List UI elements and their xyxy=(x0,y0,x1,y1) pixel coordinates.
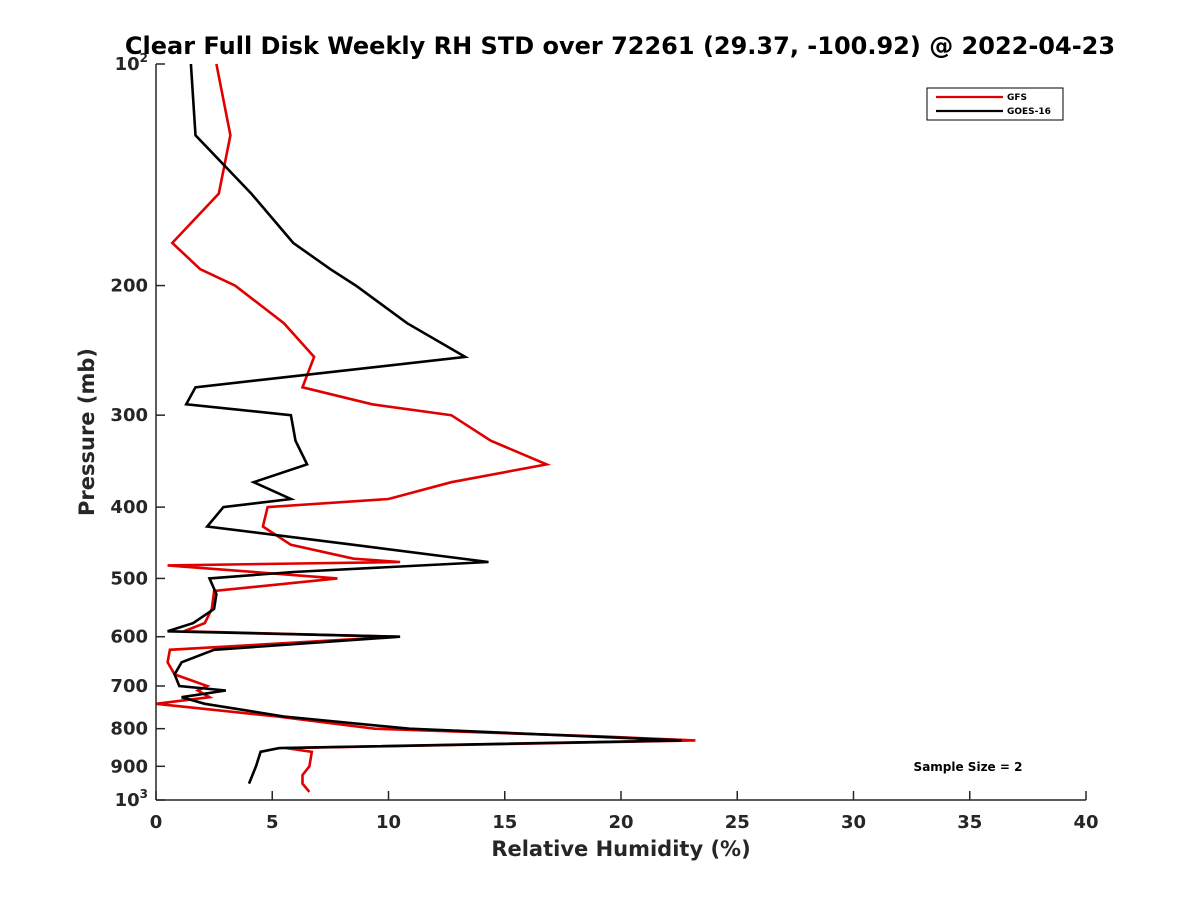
x-tick-label: 40 xyxy=(1073,812,1098,833)
y-tick-label: 102 xyxy=(115,51,148,75)
y-axis-ticks: 102 200 300 400 500 600 700 800 900 103 xyxy=(110,51,165,811)
series-line-goes16 xyxy=(167,63,682,785)
x-tick-label: 5 xyxy=(266,812,279,833)
y-tick-label: 600 xyxy=(110,627,148,648)
x-tick-label: 15 xyxy=(492,812,517,833)
x-axis-ticks: 0 5 10 15 20 25 30 35 40 xyxy=(150,791,1099,833)
legend-label-goes16: GOES-16 xyxy=(1007,107,1051,117)
y-tick-label: 200 xyxy=(110,276,148,297)
x-tick-label: 30 xyxy=(841,812,866,833)
y-tick-label: 400 xyxy=(110,497,148,518)
y-tick-label: 500 xyxy=(110,568,148,589)
y-tick-label: 800 xyxy=(110,719,148,740)
legend-label-gfs: GFS xyxy=(1007,93,1027,103)
legend-box xyxy=(926,87,1064,121)
sample-size-annotation: Sample Size = 2 xyxy=(914,760,1023,774)
plot-area xyxy=(156,64,1086,800)
y-tick-label: 103 xyxy=(115,787,148,811)
x-tick-label: 20 xyxy=(608,812,633,833)
x-tick-label: 0 xyxy=(150,812,163,833)
chart-title: Clear Full Disk Weekly RH STD over 72261… xyxy=(125,32,1115,60)
y-axis-label: Pressure (mb) xyxy=(75,348,99,516)
x-tick-label: 25 xyxy=(725,812,750,833)
y-tick-label: 700 xyxy=(110,676,148,697)
y-tick-label: 900 xyxy=(110,756,148,777)
legend: GFS GOES-16 xyxy=(926,87,1064,121)
x-tick-label: 10 xyxy=(376,812,401,833)
y-tick-label: 300 xyxy=(110,405,148,426)
x-axis-label: Relative Humidity (%) xyxy=(491,837,750,861)
x-tick-label: 35 xyxy=(957,812,982,833)
series-layer xyxy=(155,63,696,793)
